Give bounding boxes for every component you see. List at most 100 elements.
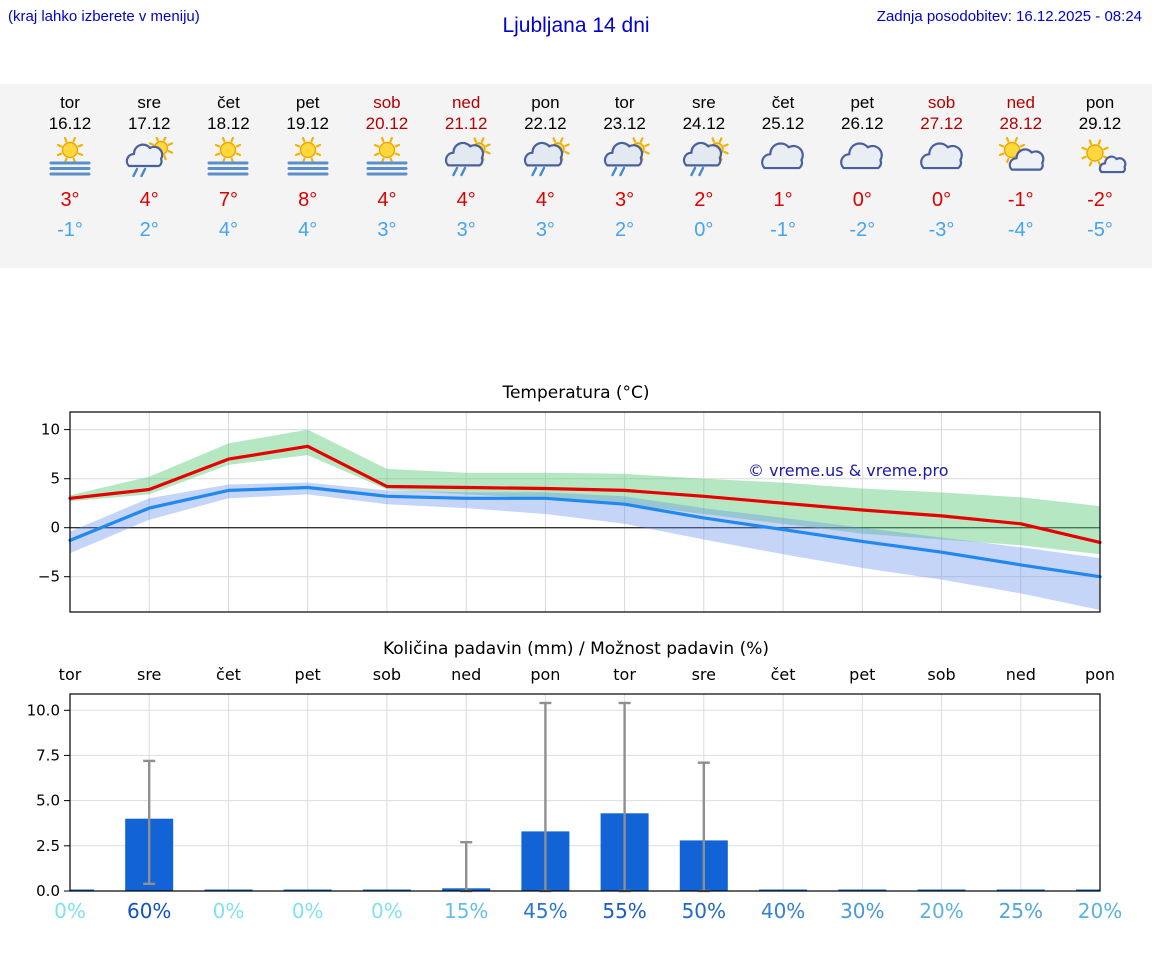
forecast-day-27.12[interactable]: sob 27.12 0° -3° <box>898 92 986 242</box>
temperature-chart: 10 5 0 −5 © vreme.us & vreme.pro <box>38 411 1102 613</box>
forecast-day-24.12[interactable]: sre 24.12 2° 0° <box>660 92 748 242</box>
svg-text:10.0: 10.0 <box>27 701 60 719</box>
cloud-rain-icon <box>660 137 748 187</box>
forecast-strip: tor 16.12 3° -1° sre 17.12 4° 2° čet 18.12 7° 4° pet… <box>0 84 1152 268</box>
cloud-rain-icon <box>501 137 589 187</box>
svg-text:0%: 0% <box>371 899 403 923</box>
svg-text:5.0: 5.0 <box>36 792 60 810</box>
svg-text:sre: sre <box>137 665 161 684</box>
svg-text:5: 5 <box>50 470 60 488</box>
cloud-rain-icon <box>581 137 669 187</box>
day-name: pet <box>850 93 875 112</box>
day-max-temp: 4° <box>535 189 555 211</box>
day-name: ned <box>1006 93 1035 112</box>
cloudy-icon <box>739 137 827 187</box>
svg-text:tor: tor <box>59 665 82 684</box>
svg-text:15%: 15% <box>444 899 488 923</box>
sun-fog-icon <box>264 136 352 187</box>
day-date: 18.12 <box>207 114 250 133</box>
forecast-day-16.12[interactable]: tor 16.12 3° -1° <box>26 92 114 242</box>
day-max-temp: 3° <box>60 189 80 211</box>
svg-text:tor: tor <box>613 665 636 684</box>
precipitation-chart: tor sre čet pet sob ned pon tor sre čet pet sob ned p… <box>27 665 1123 923</box>
day-name: čet <box>217 93 240 112</box>
day-min-temp: 3° <box>377 219 397 241</box>
sun-fog-icon <box>343 136 431 187</box>
svg-text:pet: pet <box>295 665 321 684</box>
day-max-temp: 3° <box>615 189 635 211</box>
day-max-temp: 8° <box>298 189 318 211</box>
day-min-temp: -3° <box>928 219 955 241</box>
day-date: 16.12 <box>48 114 92 133</box>
day-min-temp: -2° <box>849 219 876 241</box>
svg-text:pon: pon <box>530 665 560 684</box>
forecast-day-18.12[interactable]: čet 18.12 7° 4° <box>184 92 272 242</box>
svg-text:0%: 0% <box>54 899 86 923</box>
forecast-day-19.12[interactable]: pet 19.12 8° 4° <box>264 92 352 242</box>
svg-text:−5: −5 <box>38 568 60 586</box>
svg-text:0%: 0% <box>292 899 324 923</box>
top-bar: (kraj lahko izberete v meniju) Ljubljana… <box>0 0 1152 40</box>
day-date: 23.12 <box>603 114 646 133</box>
day-min-temp: -4° <box>1007 219 1034 241</box>
day-date: 22.12 <box>524 114 567 133</box>
forecast-day-21.12[interactable]: ned 21.12 4° 3° <box>422 92 510 242</box>
day-name: sre <box>692 93 716 112</box>
svg-text:0%: 0% <box>213 899 245 923</box>
svg-text:0: 0 <box>50 519 60 537</box>
day-date: 17.12 <box>127 114 171 133</box>
day-min-temp: 0° <box>694 219 714 241</box>
day-min-temp: -1° <box>770 219 796 241</box>
last-updated: Zadnja posodobitev: 16.12.2025 - 08:24 <box>876 8 1142 25</box>
day-min-temp: -1° <box>57 219 83 241</box>
forecast-day-20.12[interactable]: sob 20.12 4° 3° <box>343 92 431 242</box>
day-date: 20.12 <box>365 114 409 133</box>
day-max-temp: 4° <box>377 189 397 211</box>
day-min-temp: 4° <box>218 219 239 241</box>
day-max-temp: 4° <box>456 189 476 211</box>
day-max-temp: 4° <box>139 189 159 211</box>
day-name: tor <box>614 93 635 112</box>
day-date: 24.12 <box>682 114 726 133</box>
forecast-day-25.12[interactable]: čet 25.12 1° -1° <box>739 92 827 242</box>
svg-text:7.5: 7.5 <box>36 746 60 764</box>
day-min-temp: 3° <box>456 219 476 241</box>
day-date: 28.12 <box>999 114 1043 133</box>
day-date: 27.12 <box>920 114 963 133</box>
forecast-day-22.12[interactable]: pon 22.12 4° 3° <box>501 92 589 242</box>
forecast-day-26.12[interactable]: pet 26.12 0° -2° <box>818 92 906 242</box>
forecast-day-23.12[interactable]: tor 23.12 3° 2° <box>581 92 669 242</box>
svg-text:25%: 25% <box>999 899 1043 923</box>
svg-text:ned: ned <box>451 665 481 684</box>
day-date: 21.12 <box>444 114 488 133</box>
svg-text:sre: sre <box>692 665 716 684</box>
svg-text:30%: 30% <box>840 899 884 923</box>
day-name: ned <box>451 93 481 112</box>
day-max-temp: 0° <box>852 189 872 211</box>
day-max-temp: 7° <box>218 189 239 211</box>
svg-text:sob: sob <box>373 665 401 684</box>
day-max-temp: 2° <box>694 189 714 211</box>
cloud-sun-icon <box>1056 137 1144 187</box>
forecast-day-29.12[interactable]: pon 29.12 -2° -5° <box>1056 92 1144 242</box>
day-name: pon <box>531 93 560 112</box>
day-name: sre <box>137 93 162 112</box>
svg-text:čet: čet <box>216 665 241 684</box>
day-name: tor <box>60 93 80 112</box>
forecast-day-28.12[interactable]: ned 28.12 -1° -4° <box>977 92 1065 242</box>
day-date: 25.12 <box>761 114 805 133</box>
svg-text:60%: 60% <box>127 899 171 923</box>
cloudy-icon <box>818 137 906 187</box>
day-date: 26.12 <box>841 114 884 133</box>
svg-text:pet: pet <box>849 665 875 684</box>
sun-fog-icon <box>26 136 114 187</box>
svg-text:45%: 45% <box>523 899 567 923</box>
day-max-temp: 0° <box>931 189 952 211</box>
day-min-temp: 2° <box>615 219 635 241</box>
svg-text:2.5: 2.5 <box>36 837 60 855</box>
sun-fog-icon <box>184 136 272 187</box>
day-name: pon <box>1085 93 1115 112</box>
day-name: čet <box>771 93 795 112</box>
forecast-day-17.12[interactable]: sre 17.12 4° 2° <box>105 92 193 242</box>
day-max-temp: -1° <box>1007 189 1034 211</box>
